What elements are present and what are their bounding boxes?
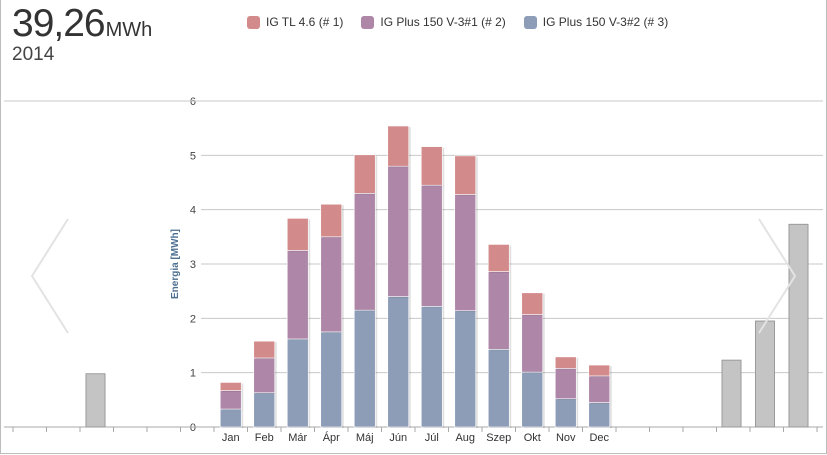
bar-segment	[420, 184, 443, 307]
bar-segment	[219, 408, 242, 428]
bar-segment	[253, 392, 276, 428]
bar-segment	[521, 371, 544, 428]
bar-segment	[521, 292, 544, 315]
context-bar-left	[85, 373, 106, 428]
context-bar-right	[788, 223, 809, 428]
bar-segment	[454, 310, 477, 428]
bar-segment	[454, 194, 477, 312]
x-tick-label: Máj	[356, 432, 374, 444]
bar-segment	[521, 314, 544, 373]
bar-segment	[286, 338, 309, 428]
legend-item[interactable]: IG Plus 150 V-3#1 (# 2)	[361, 15, 506, 29]
bar-segment	[588, 364, 611, 377]
bar-segment	[454, 155, 477, 195]
y-tick-label: 3	[190, 259, 196, 271]
context-bar-right	[721, 359, 742, 428]
legend-label: IG TL 4.6 (# 1)	[266, 15, 344, 29]
bar-segment	[420, 306, 443, 428]
y-tick-label: 4	[190, 205, 196, 217]
bar-segment	[420, 146, 443, 186]
context-bar-right	[755, 320, 775, 428]
bar-segment	[387, 125, 410, 167]
x-tick-label: Okt	[524, 432, 541, 444]
x-tick-label: Szep	[486, 432, 511, 444]
bar-segment	[320, 236, 343, 333]
y-tick-label: 5	[190, 150, 196, 162]
x-tick-label: Nov	[556, 432, 576, 444]
legend-swatch	[523, 15, 537, 29]
legend-label: IG Plus 150 V-3#2 (# 3)	[542, 15, 669, 29]
bar-segment	[554, 356, 577, 369]
x-tick-label: Jún	[389, 432, 407, 444]
y-tick-label: 0	[190, 422, 196, 434]
chevron-right-icon[interactable]	[758, 218, 797, 334]
x-tick-label: Feb	[255, 432, 274, 444]
chevron-left-icon[interactable]	[30, 218, 69, 334]
total-value: 39,26	[12, 2, 106, 45]
year-label: 2014	[12, 44, 55, 65]
y-tick-label: 2	[190, 313, 196, 325]
bar-segment	[554, 368, 577, 400]
bar-segment	[487, 271, 510, 350]
total-unit: MWh	[105, 19, 153, 41]
bar-segment	[219, 390, 242, 410]
bar-segment	[353, 154, 376, 194]
x-tick-label: Aug	[455, 432, 475, 444]
x-tick-label: Dec	[589, 432, 609, 444]
bar-segment	[588, 375, 611, 403]
total-energy: 39,26MWh	[12, 2, 152, 46]
bar-segment	[320, 331, 343, 428]
bar-segment	[253, 357, 276, 394]
bar-segment	[253, 340, 276, 359]
bar-segment	[487, 244, 510, 272]
y-tick-label: 6	[190, 96, 196, 108]
bar-segment	[353, 309, 376, 428]
bar-segment	[320, 203, 343, 238]
bar-segment	[588, 402, 611, 428]
bar-segment	[387, 296, 410, 428]
legend: IG TL 4.6 (# 1) IG Plus 150 V-3#1 (# 2) IG…	[247, 15, 668, 29]
legend-swatch	[361, 15, 375, 29]
bar-segment	[286, 218, 309, 251]
legend-swatch	[247, 15, 260, 29]
legend-item[interactable]: IG Plus 150 V-3#2 (# 3)	[523, 15, 669, 29]
bar-segment	[387, 165, 410, 297]
y-tick-label: 1	[190, 368, 196, 380]
x-tick-label: Júl	[425, 432, 439, 444]
bar-segment	[286, 250, 309, 340]
bar-segment	[554, 398, 577, 428]
x-tick-label: Jan	[222, 432, 240, 444]
x-tick-label: Már	[288, 432, 307, 444]
legend-label: IG Plus 150 V-3#1 (# 2)	[380, 15, 506, 29]
y-axis-label: Energia [MWh]	[170, 229, 181, 299]
x-tick-label: Ápr	[323, 431, 340, 444]
bar-segment	[487, 349, 510, 428]
bar-segment	[353, 193, 376, 311]
legend-item[interactable]: IG TL 4.6 (# 1)	[247, 15, 343, 29]
bar-segment	[219, 382, 242, 391]
